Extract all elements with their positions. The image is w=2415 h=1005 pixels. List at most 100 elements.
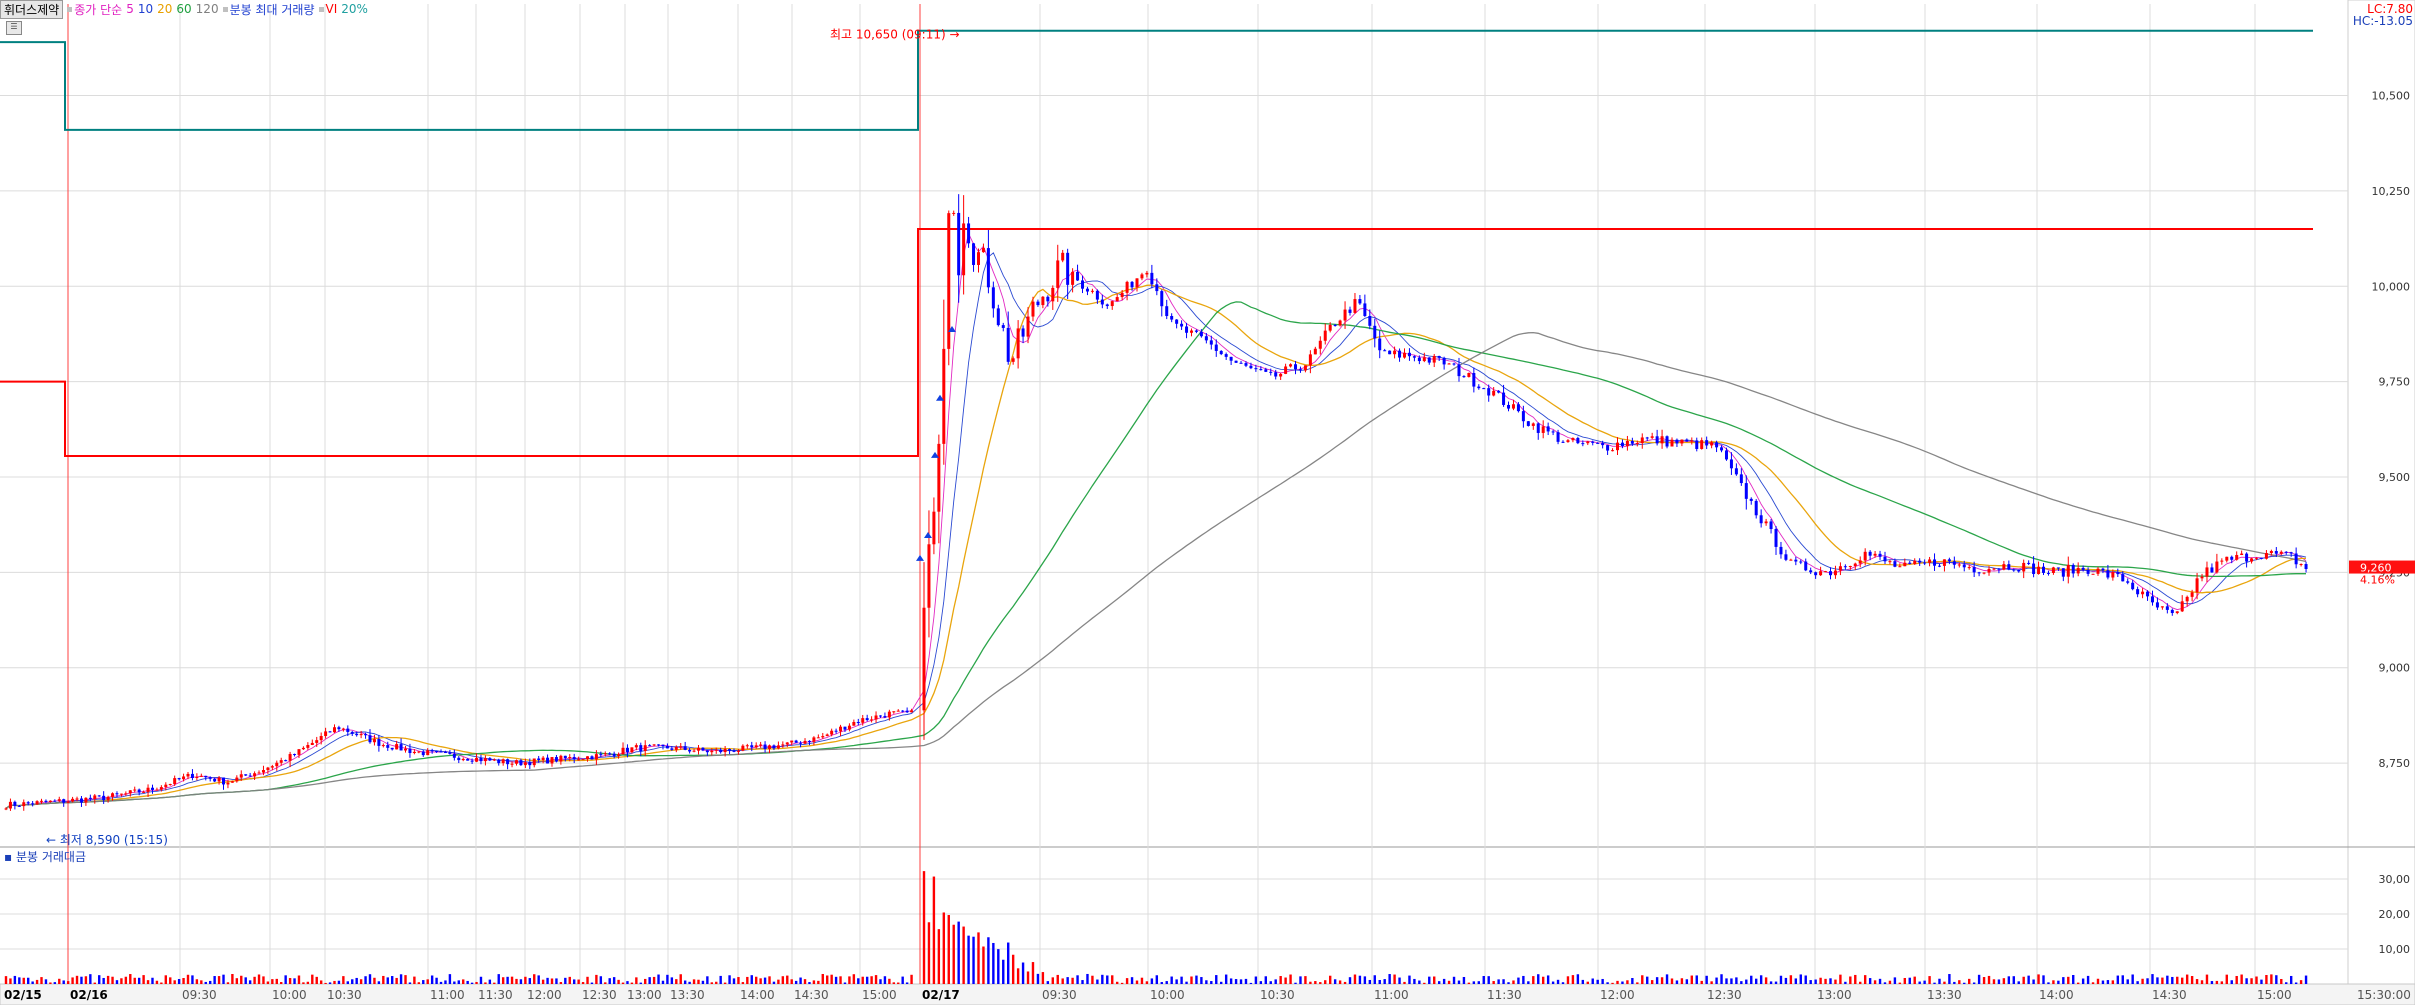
volume-bar: [1616, 980, 1619, 984]
candle-body: [1437, 355, 1441, 358]
candle-body: [17, 805, 21, 807]
volume-bar: [746, 976, 749, 984]
candle-body: [1690, 440, 1694, 442]
candle-body: [1784, 554, 1788, 560]
candle-body: [803, 740, 807, 744]
last-change-label: 4.16%: [2360, 574, 2395, 587]
candle-body: [847, 725, 851, 730]
candle-body: [1720, 447, 1724, 451]
candle-body: [1596, 442, 1600, 444]
volume-bar: [1502, 979, 1505, 984]
volume-bar: [208, 980, 212, 984]
volume-bar: [1120, 982, 1124, 984]
volume-bar: [1685, 979, 1689, 984]
candle-body: [186, 773, 190, 777]
candle-body: [1199, 331, 1203, 337]
volume-bar: [1829, 978, 1832, 984]
candle-body: [133, 789, 137, 791]
candle-body: [217, 777, 221, 782]
candle-body: [1105, 304, 1109, 307]
stock-name-label[interactable]: 휘더스제약: [0, 0, 64, 19]
candle-body: [665, 746, 669, 749]
candle-body: [452, 753, 456, 758]
candle-body: [1739, 474, 1743, 484]
candle-body: [1398, 350, 1402, 358]
volume-bar: [1982, 977, 1986, 984]
candle-body: [1194, 330, 1198, 332]
candle-body: [106, 796, 110, 801]
candle-body: [1715, 442, 1719, 448]
candle-body: [2279, 551, 2283, 554]
candle-body: [1611, 450, 1615, 452]
candle-body: [986, 248, 990, 288]
volume-bar: [382, 975, 385, 984]
candle-body: [728, 749, 732, 751]
volume-bar: [1824, 978, 1827, 984]
volume-bar: [1234, 979, 1238, 984]
volume-bar: [952, 924, 955, 984]
volume-bar: [865, 976, 869, 984]
volume-bar: [1036, 973, 1040, 984]
volume-bar: [1135, 980, 1139, 984]
candle-body: [1363, 303, 1367, 317]
panel-toggle-button[interactable]: ☰: [6, 21, 22, 35]
candle-body: [48, 800, 52, 802]
candle-body: [856, 721, 860, 723]
candle-body: [1863, 551, 1867, 561]
candle-body: [297, 749, 301, 755]
volume-bar: [524, 976, 527, 984]
volume-bar: [1269, 981, 1272, 984]
candle-body: [2269, 550, 2273, 554]
volume-bar: [1403, 981, 1406, 984]
volume-bar: [2012, 976, 2015, 984]
volume-bar: [2067, 976, 2070, 984]
volume-bar: [1150, 978, 1154, 984]
toggle-icon[interactable]: [222, 6, 228, 12]
volume-bar: [1031, 962, 1035, 984]
toggle-icon[interactable]: [318, 6, 324, 12]
candle-body: [870, 719, 874, 721]
candle-body: [2215, 561, 2219, 573]
candle-body: [1551, 431, 1555, 433]
volume-bar: [834, 976, 838, 984]
volume-bar: [293, 978, 296, 984]
candle-body: [2012, 569, 2016, 571]
volume-bar: [1730, 978, 1733, 984]
volume-bar: [484, 982, 487, 984]
candle-body: [22, 802, 26, 807]
candle-body: [2230, 556, 2234, 560]
toggle-icon[interactable]: [67, 6, 73, 12]
candle-body: [1110, 301, 1114, 307]
volume-bar: [2101, 980, 2105, 984]
candle-body: [1274, 372, 1278, 377]
volume-bar: [1537, 974, 1540, 984]
candle-body: [377, 739, 381, 746]
volume-bar: [1571, 975, 1575, 984]
candle-body: [661, 744, 665, 747]
candle-body: [1680, 439, 1684, 444]
volume-bar: [1418, 980, 1421, 984]
candle-body: [1660, 436, 1664, 444]
volume-bar: [1437, 981, 1441, 984]
ma-10-line: [5, 252, 2307, 809]
candle-body: [1061, 252, 1065, 261]
candle-body: [1640, 437, 1644, 444]
candle-body: [1303, 365, 1307, 371]
volume-bar: [111, 976, 114, 984]
volume-bar: [1507, 982, 1510, 984]
volume-bar: [386, 977, 389, 984]
candle-body: [2155, 602, 2159, 608]
volume-bar: [737, 977, 740, 984]
volume-bar: [151, 977, 154, 984]
volume-bar: [719, 975, 722, 984]
candle-body: [150, 787, 154, 790]
volume-bar: [1943, 981, 1946, 984]
volume-bar: [404, 975, 407, 984]
volume-bar: [80, 976, 83, 984]
volume-bar: [368, 974, 372, 984]
volume-bar: [1670, 978, 1674, 984]
candle-body: [1987, 568, 1991, 573]
volume-bar: [1259, 981, 1263, 984]
